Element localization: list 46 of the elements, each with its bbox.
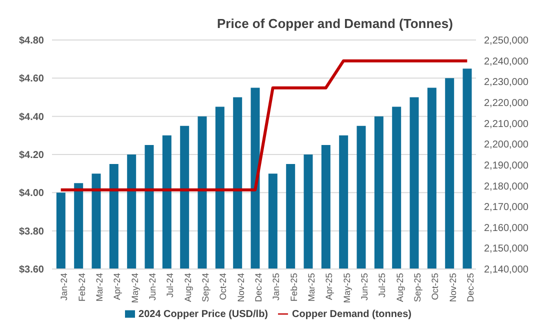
x-tick-label: Feb-24 [76, 273, 87, 302]
legend-label: Copper Demand (tonnes) [292, 309, 412, 320]
x-tick-label: Aug-25 [394, 273, 405, 302]
y-tick-label: $4.40 [18, 112, 44, 123]
legend-label: 2024 Copper Price (USD/lb) [138, 309, 268, 320]
y-tick-label: $3.80 [18, 226, 44, 238]
y2-tick-label: 2,240,000 [484, 56, 529, 68]
y2-tick-label: 2,250,000 [484, 36, 529, 47]
x-tick-label: Dec-25 [466, 273, 476, 302]
x-tick-label: Jul-24 [165, 273, 176, 298]
x-tick-label: Oct-25 [430, 273, 440, 300]
y-tick-label: $3.60 [18, 264, 44, 276]
chart-title: Price of Copper and Demand (Tonnes) [216, 15, 454, 33]
x-tick-label: May-25 [342, 273, 352, 304]
x-tick-label: Sep-25 [412, 273, 423, 302]
x-tick-label: Oct-24 [218, 273, 228, 300]
y2-tick-label: 2,180,000 [484, 181, 529, 192]
x-tick-label: Dec-24 [254, 273, 264, 302]
y-tick-label: $4.80 [18, 36, 44, 47]
x-tick-label: Jul-25 [377, 273, 388, 298]
x-tick-label: Feb-25 [288, 273, 299, 302]
y2-tick-label: 2,140,000 [484, 264, 529, 276]
y2-tick-label: 2,220,000 [484, 98, 529, 110]
y2-tick-label: 2,210,000 [484, 118, 529, 130]
y2-tick-label: 2,200,000 [484, 140, 529, 151]
y-tick-label: $4.00 [18, 188, 44, 200]
x-tick-label: Nov-25 [448, 273, 458, 302]
x-tick-label: Jan-25 [271, 273, 282, 301]
y-tick-label: $4.20 [18, 150, 44, 162]
y2-tick-label: 2,190,000 [484, 160, 529, 172]
y2-tick-label: 2,230,000 [484, 77, 529, 88]
x-tick-label: Aug-24 [182, 273, 193, 302]
y-tick-label: $4.60 [18, 74, 44, 85]
x-tick-label: Nov-24 [236, 273, 246, 302]
y2-tick-label: 2,170,000 [484, 202, 529, 214]
x-tick-label: Sep-24 [200, 273, 211, 302]
x-tick-label: Mar-24 [94, 273, 105, 302]
x-tick-label: Apr-24 [112, 273, 122, 300]
x-tick-label: May-24 [130, 273, 140, 304]
x-tick-label: Jun-25 [360, 273, 370, 301]
y2-tick-label: 2,150,000 [484, 244, 529, 255]
x-tick-label: Jun-24 [148, 273, 158, 301]
x-tick-label: Jan-24 [59, 273, 70, 301]
x-tick-label: Apr-25 [324, 273, 334, 300]
y2-tick-label: 2,160,000 [484, 222, 529, 234]
x-tick-label: Mar-25 [306, 273, 317, 302]
